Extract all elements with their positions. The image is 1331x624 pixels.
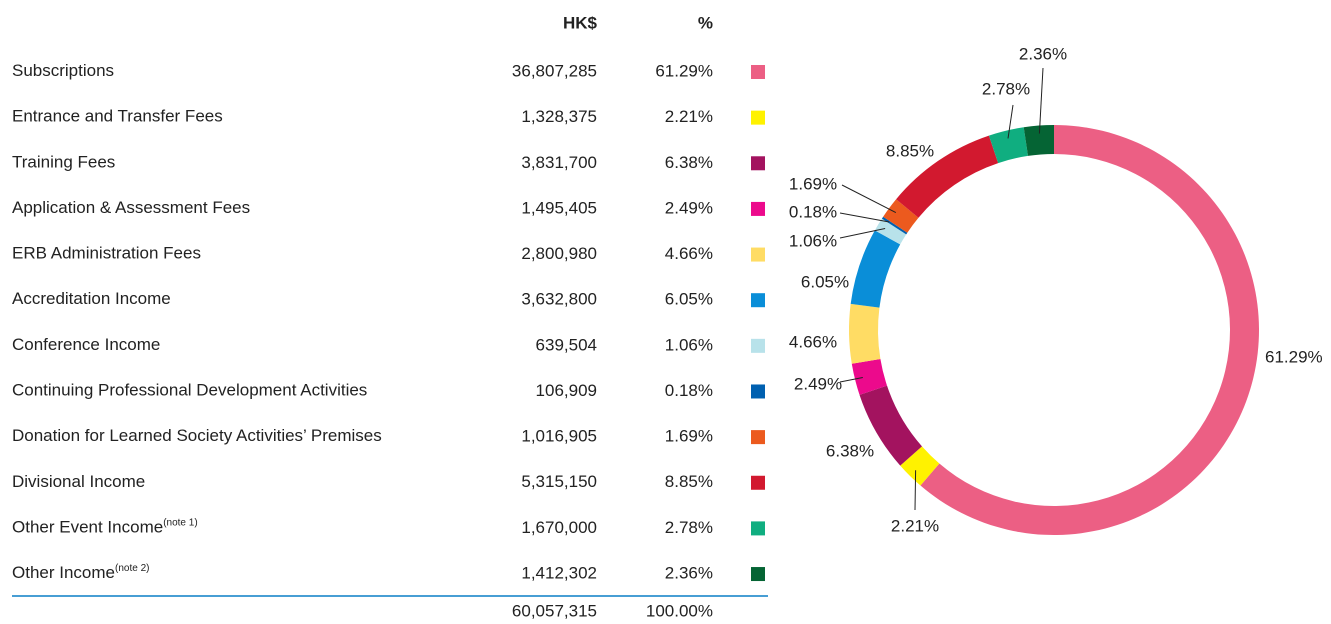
percent: 8.85%: [665, 472, 713, 491]
swatch: [751, 247, 765, 262]
row-label: Other Income(note 2): [12, 563, 149, 583]
category-name: Continuing Professional Development Acti…: [12, 381, 367, 400]
swatch: [751, 65, 765, 79]
amount: 5,315,150: [521, 472, 597, 491]
percent: 4.66%: [665, 244, 713, 263]
percent: 2.21%: [665, 107, 713, 126]
leader-line: [1007, 104, 1014, 139]
percent: 6.05%: [665, 290, 713, 309]
slice-label: 2.21%: [891, 516, 939, 535]
leader-line: [841, 184, 897, 214]
percent: 6.38%: [665, 153, 713, 172]
category-name: Entrance and Transfer Fees: [12, 107, 223, 126]
donut-slice: [920, 125, 1260, 535]
leader-line: [1038, 67, 1044, 134]
swatch: [751, 110, 765, 125]
percent: 1.69%: [665, 427, 713, 446]
category-name: Conference Income: [12, 335, 160, 354]
row-label: Subscriptions: [12, 61, 114, 80]
amount: 106,909: [536, 381, 597, 400]
slice-label: 2.49%: [794, 374, 842, 393]
amount: 3,831,700: [521, 153, 597, 172]
amount: 3,632,800: [521, 290, 597, 309]
slice-label: 6.38%: [826, 441, 874, 460]
slice-label: 6.05%: [801, 272, 849, 291]
donut-slice: [849, 303, 881, 364]
percent: 2.78%: [665, 518, 713, 537]
row-label: Divisional Income: [12, 472, 145, 491]
row-label: Training Fees: [12, 153, 115, 172]
donut-slice: [896, 135, 999, 218]
row-label: Accreditation Income: [12, 290, 171, 309]
amount: 2,800,980: [521, 244, 597, 263]
slice-label: 1.69%: [789, 174, 837, 193]
donut-slice: [850, 230, 901, 308]
category-name: ERB Administration Fees: [12, 244, 201, 263]
amount: 1,495,405: [521, 198, 597, 217]
amount: 1,670,000: [521, 518, 597, 537]
column-header: %: [698, 13, 713, 32]
percent: 0.18%: [665, 381, 713, 400]
slice-label: 8.85%: [886, 141, 934, 160]
slice-label: 1.06%: [789, 231, 837, 250]
row-label: Continuing Professional Development Acti…: [12, 381, 367, 400]
donut-slice: [881, 216, 908, 235]
leader-line: [914, 470, 917, 511]
amount: 639,504: [536, 335, 597, 354]
amount: 36,807,285: [512, 61, 597, 80]
category-name: Other Income: [12, 564, 115, 583]
category-name: Subscriptions: [12, 61, 114, 80]
category-name: Application & Assessment Fees: [12, 198, 250, 217]
donut-slice: [859, 385, 922, 466]
slice-label: 2.78%: [982, 79, 1030, 98]
total-percent: 100.00%: [646, 601, 713, 620]
category-name: Training Fees: [12, 153, 115, 172]
swatch: [751, 293, 765, 308]
note: (note 2): [115, 563, 149, 574]
amount: 1,016,905: [521, 427, 597, 446]
donut-slice: [900, 446, 940, 486]
swatch: [751, 384, 765, 399]
swatch: [751, 475, 765, 490]
row-label: Conference Income: [12, 335, 160, 354]
leader-line: [839, 377, 863, 383]
slice-label: 0.18%: [789, 202, 837, 221]
row-label: Donation for Learned Society Activities’…: [12, 427, 382, 446]
note: (note 1): [163, 517, 197, 528]
swatch: [751, 201, 765, 216]
donut-slice: [988, 127, 1028, 164]
amount: 1,328,375: [521, 107, 597, 126]
percent: 2.36%: [665, 564, 713, 583]
slice-label: 61.29%: [1265, 347, 1323, 366]
percent: 61.29%: [655, 61, 713, 80]
percent: 2.49%: [665, 198, 713, 217]
amount: 1,412,302: [521, 564, 597, 583]
column-header: HK$: [563, 13, 598, 32]
category-name: Other Event Income: [12, 518, 163, 537]
percent: 1.06%: [665, 335, 713, 354]
swatch: [751, 156, 765, 171]
donut-slice: [883, 199, 919, 233]
donut-slice: [851, 358, 888, 395]
row-label: ERB Administration Fees: [12, 244, 201, 263]
category-name: Donation for Learned Society Activities’…: [12, 427, 382, 446]
slice-label: 4.66%: [789, 332, 837, 351]
total-amount: 60,057,315: [512, 601, 597, 620]
leader-line: [839, 228, 886, 239]
swatch: [751, 338, 765, 353]
slice-label: 2.36%: [1019, 44, 1067, 63]
row-label: Application & Assessment Fees: [12, 198, 250, 217]
donut-slice: [1023, 125, 1054, 156]
swatch: [751, 567, 765, 582]
category-name: Accreditation Income: [12, 290, 171, 309]
swatch: [751, 430, 765, 445]
swatch: [751, 521, 765, 536]
leader-line: [839, 212, 890, 223]
row-label: Other Event Income(note 1): [12, 517, 198, 537]
row-label: Entrance and Transfer Fees: [12, 107, 223, 126]
donut-slice: [874, 218, 907, 245]
category-name: Divisional Income: [12, 472, 145, 491]
